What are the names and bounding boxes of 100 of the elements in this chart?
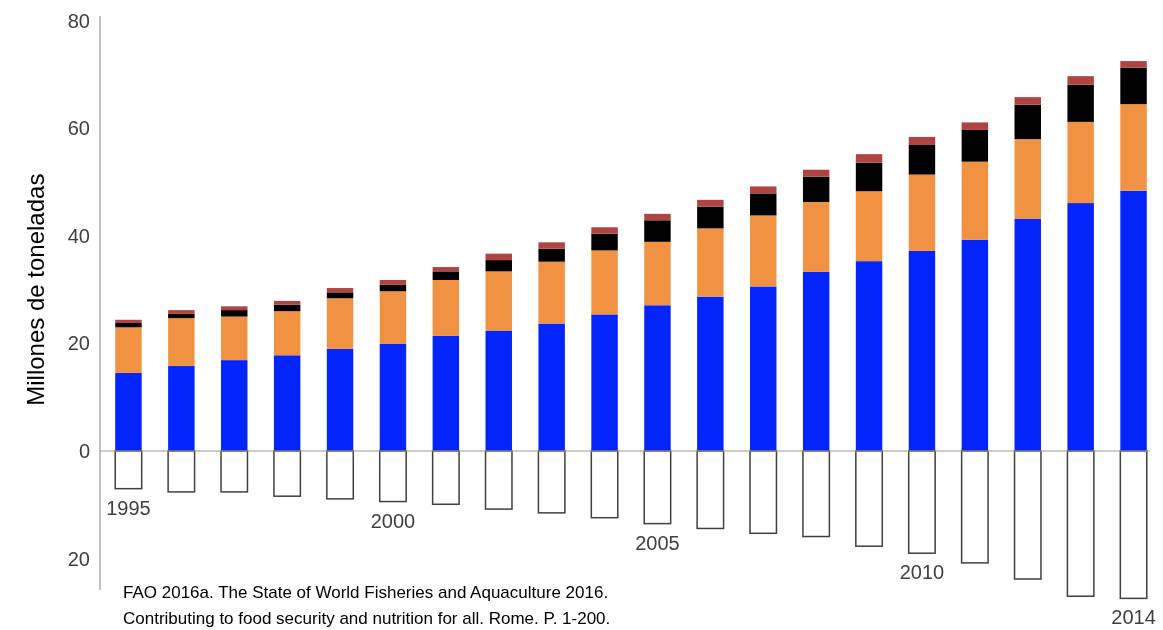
bar [484,450,513,510]
y-tick-label: 40 [67,224,90,247]
bar [855,191,883,262]
x-tick-label: 2000 [370,509,416,532]
bar [644,220,671,242]
x-tick-label: 1995 [106,496,151,519]
bar [908,136,936,145]
bar [644,241,671,306]
bar [168,313,195,319]
bar [750,193,777,216]
bar [273,304,301,312]
bar [697,206,724,229]
bar [1067,84,1094,122]
bar [750,186,777,194]
bar [1067,203,1094,452]
bar [960,450,989,564]
bar [855,154,883,163]
bar [1120,67,1147,105]
text: Contributing to food security and nutrition for all. Rome. P. 1-200. [123,609,611,628]
bar [220,450,249,493]
bar [908,144,936,175]
bar [1014,139,1041,219]
bar [1013,450,1042,580]
bar [591,233,618,251]
bar [697,199,724,207]
bar [697,296,724,452]
annotation: FAO 2016a. The State of World Fisheries and Aquaculture 2016. [123,583,609,602]
bar [538,261,565,324]
bar [802,176,830,202]
bar [1120,190,1147,452]
bar [326,348,354,452]
bar [961,129,989,162]
bar [749,450,778,535]
bar [221,316,248,361]
bar [1120,61,1147,68]
bar [802,271,830,452]
bar [591,250,618,315]
bar [326,450,355,500]
bar [221,360,248,452]
bar [537,450,566,514]
bar [485,330,512,452]
x-tick-label: 2005 [635,531,680,554]
bar [326,292,354,299]
bar [538,242,565,249]
bar [273,450,302,497]
bar [538,323,565,452]
bar [590,450,619,519]
bar [431,450,460,506]
bar [485,271,512,331]
bar [432,335,460,452]
bar [432,267,460,272]
y-tick-label: 60 [67,117,90,140]
bar [855,162,883,192]
y-tick-label: 20 [67,547,90,570]
bar [1014,97,1041,105]
bar [802,202,830,272]
bar [1067,121,1094,204]
bar [908,250,936,452]
bar [221,306,248,311]
bar [379,284,407,292]
bar [961,122,989,130]
bar [1120,104,1147,191]
bar [115,327,142,374]
y-axis-title: Millones de toneladas [22,173,49,406]
bar [485,260,512,272]
bar [538,248,565,262]
bar [855,261,883,452]
y-tick-label: 80 [67,9,90,32]
bar [379,343,407,452]
bar [855,450,884,547]
bar [432,271,460,280]
x-tick-label: 2010 [899,561,945,584]
bar [908,174,936,251]
bar [379,279,407,285]
bar [432,279,460,336]
bar [1066,450,1095,597]
bar [961,239,989,452]
bar [378,450,407,503]
bar [643,450,672,525]
bar [591,314,618,452]
bar [168,318,195,367]
bar [168,310,195,314]
bar [696,450,725,530]
bar [115,373,142,452]
bar [907,450,936,554]
bar [168,366,195,452]
bar [961,161,989,240]
bar [273,311,301,356]
bar [644,305,671,452]
bar [221,310,248,317]
bar [644,213,671,221]
bar [485,253,512,261]
y-tick-label: 0 [78,440,90,463]
bar [802,450,831,538]
bar [379,291,407,344]
bar [750,215,777,287]
y-tick-label: 20 [67,332,90,355]
bar [326,298,354,349]
bar [802,169,830,177]
bar [1067,76,1094,85]
